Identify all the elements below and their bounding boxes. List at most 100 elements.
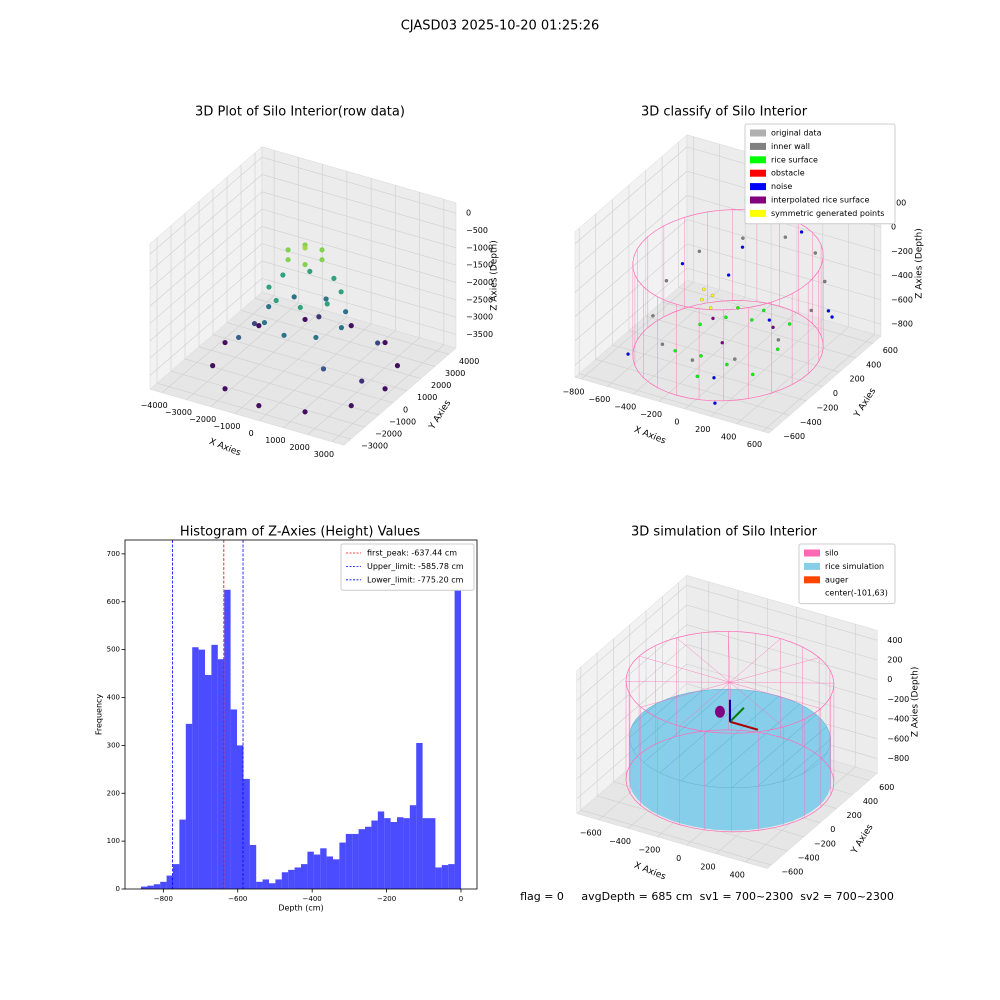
point [316, 314, 322, 320]
legend-patch [750, 169, 766, 177]
y-tick-label: 200 [847, 811, 862, 820]
grid-line [574, 267, 688, 366]
rice-mesh [632, 702, 658, 726]
y-tick-label: 0 [116, 885, 120, 893]
point [266, 284, 272, 290]
bar [160, 881, 167, 889]
rice-side [650, 767, 661, 816]
legend-patch [750, 209, 766, 217]
axes-frame [124, 539, 478, 890]
grid-line [579, 373, 774, 430]
silo-spoke [729, 682, 834, 684]
grid-line [261, 208, 457, 266]
y-tick-label: −3000 [361, 442, 388, 451]
silo-spoke [729, 638, 781, 683]
point [708, 306, 713, 310]
grid-line [574, 243, 688, 342]
bar [211, 644, 218, 889]
z-axis-label: Z Axies (Depth) [489, 240, 499, 311]
bar [320, 848, 327, 889]
legend-label: center(-101,63) [825, 589, 888, 598]
grid-line [684, 311, 798, 410]
point [736, 306, 740, 310]
point [382, 386, 388, 392]
point [281, 332, 287, 338]
bar [224, 589, 231, 889]
x-tick-label: −200 [640, 410, 662, 419]
suptitle: CJASD03 2025-10-20 01:25:26 [401, 19, 600, 34]
bar [416, 742, 423, 889]
x-tick-label: −4000 [141, 401, 168, 410]
point [320, 366, 327, 372]
rice-side [680, 780, 694, 827]
bar [435, 867, 442, 889]
y-tick-label: 0 [833, 389, 838, 398]
legend-label: first_peak: -637.44 cm [367, 549, 457, 558]
bar [429, 818, 436, 889]
z-tick-label: 0 [466, 209, 471, 218]
bar [352, 833, 359, 889]
bar [275, 879, 282, 889]
bar [230, 709, 237, 889]
point [771, 325, 775, 330]
y-tick-label: 600 [107, 598, 120, 606]
point [343, 309, 349, 315]
point [348, 403, 354, 409]
point [783, 235, 788, 239]
point [823, 279, 827, 284]
legend-label: silo [825, 549, 839, 558]
grid-line [283, 330, 396, 428]
x-tick-label: −200 [377, 895, 396, 903]
z-tick-label: −500 [466, 226, 488, 235]
grid-line [186, 302, 299, 400]
bar [377, 811, 385, 889]
bar [262, 879, 269, 889]
z-tick-label: 200 [887, 655, 902, 664]
rice-side [705, 785, 719, 831]
x-tick-label: 0 [676, 854, 681, 863]
point [695, 374, 700, 379]
y-tick-label: 3000 [445, 369, 465, 378]
grid-line [261, 226, 457, 283]
bar [237, 745, 244, 889]
legend-patch [750, 183, 766, 191]
bar [307, 851, 314, 889]
legend-patch [750, 129, 766, 137]
point [826, 309, 831, 313]
point [297, 304, 303, 311]
z-tick-label: −400 [891, 271, 913, 280]
legend-patch [804, 589, 820, 597]
point [307, 268, 313, 274]
bar [333, 859, 340, 889]
grid-line [307, 337, 420, 435]
point [664, 279, 669, 283]
rice-side [632, 749, 638, 800]
bar [371, 820, 378, 889]
bar [448, 864, 455, 889]
x-tick-label: −2000 [189, 415, 216, 424]
point [331, 275, 337, 281]
y-tick-label: 100 [107, 837, 120, 845]
rice-mesh [802, 751, 828, 775]
rice-side [718, 787, 732, 831]
x-tick-label: −3000 [165, 408, 192, 417]
point [313, 334, 319, 341]
bar [269, 883, 276, 889]
bar [422, 818, 429, 889]
x-tick-label: 0 [249, 429, 254, 438]
legend-patch [750, 156, 766, 164]
point [222, 339, 228, 346]
point [712, 376, 716, 380]
point [626, 352, 630, 356]
legend-label: symmetric generated points [771, 209, 884, 218]
x-tick-label: −600 [588, 395, 610, 404]
point [285, 257, 291, 263]
legend-label: rice simulation [825, 562, 884, 571]
legend-patch [804, 549, 820, 557]
point [711, 316, 715, 321]
point [740, 245, 745, 249]
x-tick-label: −600 [228, 895, 247, 903]
legend-frame [744, 123, 896, 225]
rice-side [744, 786, 758, 831]
z-axis-label: Z Axies (Depth) [911, 667, 921, 738]
